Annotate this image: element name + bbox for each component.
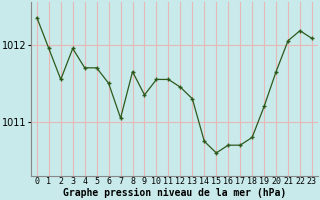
X-axis label: Graphe pression niveau de la mer (hPa): Graphe pression niveau de la mer (hPa)	[63, 188, 286, 198]
